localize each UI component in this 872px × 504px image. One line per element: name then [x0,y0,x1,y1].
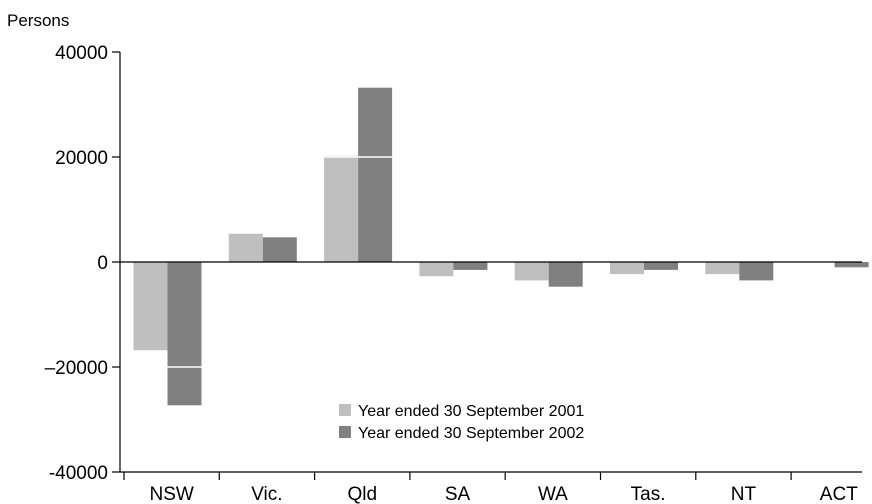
bar-qld-series-1 [324,155,359,262]
bars [133,87,869,406]
x-tick-label-qld: Qld [348,484,378,504]
bar-act-series-2 [834,262,869,268]
bar-wa-series-1 [514,262,549,281]
y-tick-label: 0 [97,253,108,274]
bar-wa-series-2 [548,262,583,287]
x-tick-label-act: ACT [820,484,858,504]
legend: Year ended 30 September 2001 Year ended 3… [339,403,584,442]
x-tick-label-nsw: NSW [150,484,194,504]
bar-tas-series-2 [644,262,678,270]
y-tick-label: –20000 [45,358,108,379]
x-tick-label-vic: Vic. [251,484,282,504]
bar-nt-series-1 [705,262,740,275]
bar-sa-series-2 [453,262,488,270]
x-tick-label-sa: SA [445,484,471,504]
y-tick-label: 40000 [55,43,108,64]
bar-tas-series-1 [610,262,644,275]
x-tick-label-nt: NT [731,484,757,504]
bar-nsw-series-1 [133,262,168,351]
x-tick-label-wa: WA [538,484,568,504]
bar-nsw-series-2 [167,262,202,406]
bar-vic-series-1 [228,233,263,262]
y-tick-label: -40000 [49,463,108,484]
y-axis-title: Persons [7,11,69,30]
x-axis: NSW Vic. Qld SA WA Tas. NT ACT [120,261,862,504]
bar-vic-series-2 [262,237,297,262]
legend-swatch-series-2 [339,426,351,438]
y-axis: -40000 –20000 0 20000 40000 [45,43,121,484]
x-tick-label-tas: Tas. [631,484,666,504]
legend-swatch-series-1 [339,404,351,416]
bar-nt-series-2 [739,262,774,281]
legend-label-series-2: Year ended 30 September 2002 [358,425,584,442]
legend-label-series-1: Year ended 30 September 2001 [358,403,584,420]
bar-qld-series-2 [358,87,393,262]
y-tick-label: 20000 [55,148,108,169]
bar-sa-series-1 [419,262,454,277]
